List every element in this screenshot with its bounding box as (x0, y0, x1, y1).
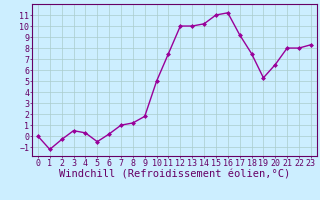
X-axis label: Windchill (Refroidissement éolien,°C): Windchill (Refroidissement éolien,°C) (59, 169, 290, 179)
